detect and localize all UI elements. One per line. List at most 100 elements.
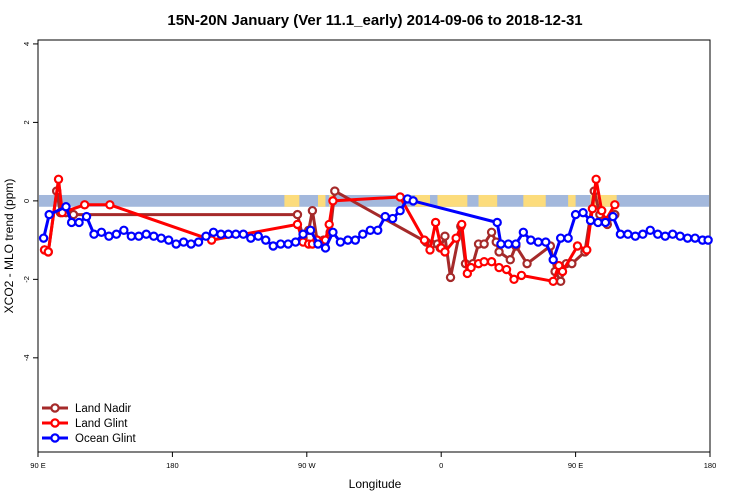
legend-label-land-nadir: Land Nadir bbox=[75, 403, 131, 415]
data-point-ocean-glint-71 bbox=[645, 225, 655, 236]
data-point-ocean-glint-59 bbox=[555, 233, 566, 243]
data-point-land-glint-15 bbox=[395, 192, 405, 202]
data-point-ocean-glint-11 bbox=[126, 231, 137, 241]
data-point-land-glint-27 bbox=[486, 256, 497, 267]
data-point-ocean-glint-67 bbox=[615, 229, 626, 239]
chart-title: 15N-20N January (Ver 11.1_early) 2014-09… bbox=[167, 12, 582, 29]
data-point-ocean-glint-14 bbox=[149, 231, 159, 241]
data-point-ocean-glint-29 bbox=[261, 235, 271, 245]
x-tick-label-3: 0 bbox=[439, 461, 443, 470]
data-point-land-glint-26 bbox=[479, 256, 489, 267]
legend-item-land-nadir: Land Nadir bbox=[42, 403, 131, 415]
y-tick-label-0: 4 bbox=[22, 42, 31, 46]
data-point-ocean-glint-9 bbox=[111, 229, 122, 239]
data-point-land-nadir-25 bbox=[486, 227, 497, 237]
data-point-land-glint-4 bbox=[79, 200, 90, 210]
plot-area bbox=[38, 174, 713, 287]
data-point-ocean-glint-46 bbox=[387, 213, 398, 224]
plot-frame bbox=[37, 39, 711, 453]
y-tick-label-2: 0 bbox=[22, 199, 31, 203]
data-point-land-glint-7 bbox=[292, 219, 303, 230]
data-point-ocean-glint-24 bbox=[223, 229, 234, 239]
legend-swatch-marker-ocean-glint bbox=[50, 433, 60, 443]
series-line-land-glint bbox=[43, 177, 617, 283]
data-point-ocean-glint-58 bbox=[548, 255, 558, 265]
data-point-land-glint-37 bbox=[587, 204, 598, 214]
data-point-land-nadir-27 bbox=[494, 247, 504, 257]
data-point-land-glint-21 bbox=[451, 233, 461, 243]
data-point-ocean-glint-1 bbox=[44, 209, 54, 220]
data-point-ocean-glint-33 bbox=[290, 237, 301, 247]
data-point-land-nadir-18 bbox=[440, 231, 450, 241]
data-point-ocean-glint-45 bbox=[380, 211, 390, 222]
land-segment-4 bbox=[437, 194, 468, 207]
x-axis: 90 E 180 90 W 0 90 E 180 bbox=[30, 452, 716, 470]
y-tick-label-1: 2 bbox=[22, 120, 31, 124]
data-point-land-nadir-9 bbox=[307, 205, 318, 216]
y-tick-label-3: -2 bbox=[22, 276, 31, 283]
data-point-land-nadir-13 bbox=[330, 186, 340, 196]
data-point-land-glint-16 bbox=[419, 235, 430, 245]
data-point-ocean-glint-34 bbox=[298, 229, 308, 239]
data-point-land-glint-28 bbox=[494, 262, 504, 273]
data-point-ocean-glint-16 bbox=[163, 235, 174, 245]
data-point-land-glint-1 bbox=[43, 247, 53, 257]
data-point-ocean-glint-42 bbox=[358, 229, 368, 239]
data-point-land-nadir-33 bbox=[555, 276, 566, 287]
data-point-ocean-glint-77 bbox=[690, 233, 700, 243]
data-point-ocean-glint-32 bbox=[283, 239, 293, 249]
data-point-land-glint-14 bbox=[328, 196, 338, 206]
data-point-ocean-glint-7 bbox=[96, 227, 107, 237]
data-point-ocean-glint-64 bbox=[593, 217, 603, 228]
data-point-land-glint-32 bbox=[548, 276, 558, 287]
y-axis-label: XCO2 - MLO trend (ppm) bbox=[2, 179, 16, 314]
data-point-land-glint-35 bbox=[572, 241, 583, 251]
reference-band bbox=[39, 194, 709, 207]
data-point-land-nadir-6 bbox=[292, 209, 303, 220]
data-point-ocean-glint-22 bbox=[208, 227, 219, 237]
legend: Land Nadir Land Glint Ocean Glint bbox=[42, 403, 137, 445]
data-point-ocean-glint-68 bbox=[623, 229, 633, 239]
data-point-ocean-glint-23 bbox=[216, 229, 226, 239]
y-axis: 4 2 0 -2 -4 bbox=[22, 42, 38, 361]
land-segment-1 bbox=[318, 194, 326, 207]
data-point-land-glint-39 bbox=[597, 205, 607, 216]
data-point-ocean-glint-56 bbox=[533, 237, 543, 247]
data-point-ocean-glint-43 bbox=[365, 225, 375, 236]
data-point-land-glint-30 bbox=[509, 274, 519, 285]
data-point-ocean-glint-53 bbox=[511, 239, 521, 249]
data-point-ocean-glint-12 bbox=[134, 231, 144, 241]
legend-item-ocean-glint: Ocean Glint bbox=[42, 433, 137, 445]
data-point-land-glint-36 bbox=[582, 245, 592, 255]
data-point-ocean-glint-76 bbox=[682, 233, 693, 243]
data-point-ocean-glint-72 bbox=[653, 229, 663, 239]
data-point-ocean-glint-39 bbox=[335, 237, 346, 247]
data-point-land-glint-34 bbox=[557, 266, 568, 277]
x-tick-label-1: 180 bbox=[166, 461, 179, 470]
data-point-ocean-glint-6 bbox=[89, 229, 99, 239]
data-point-ocean-glint-52 bbox=[503, 239, 514, 249]
data-point-ocean-glint-74 bbox=[667, 229, 678, 239]
data-point-land-glint-31 bbox=[516, 270, 527, 281]
y-tick-label-4: -4 bbox=[22, 354, 31, 361]
data-point-land-glint-2 bbox=[53, 174, 64, 184]
x-axis-label: Longitude bbox=[349, 477, 402, 491]
data-point-ocean-glint-21 bbox=[201, 231, 211, 241]
data-point-land-glint-13 bbox=[324, 219, 334, 230]
data-point-ocean-glint-75 bbox=[675, 231, 685, 241]
data-point-ocean-glint-54 bbox=[518, 227, 529, 237]
data-point-ocean-glint-20 bbox=[193, 237, 204, 247]
data-point-ocean-glint-26 bbox=[238, 229, 249, 239]
data-point-ocean-glint-79 bbox=[703, 235, 713, 245]
data-point-ocean-glint-36 bbox=[313, 239, 323, 249]
data-point-ocean-glint-57 bbox=[541, 237, 551, 247]
data-point-ocean-glint-27 bbox=[246, 233, 256, 243]
data-point-ocean-glint-63 bbox=[585, 215, 596, 226]
x-tick-label-5: 180 bbox=[704, 461, 717, 470]
legend-item-land-glint: Land Glint bbox=[42, 418, 128, 430]
land-segment-6 bbox=[523, 194, 546, 207]
data-point-land-nadir-28 bbox=[505, 255, 515, 265]
data-point-ocean-glint-35 bbox=[305, 225, 316, 236]
data-point-land-glint-38 bbox=[591, 174, 601, 184]
data-point-land-glint-18 bbox=[430, 217, 441, 228]
